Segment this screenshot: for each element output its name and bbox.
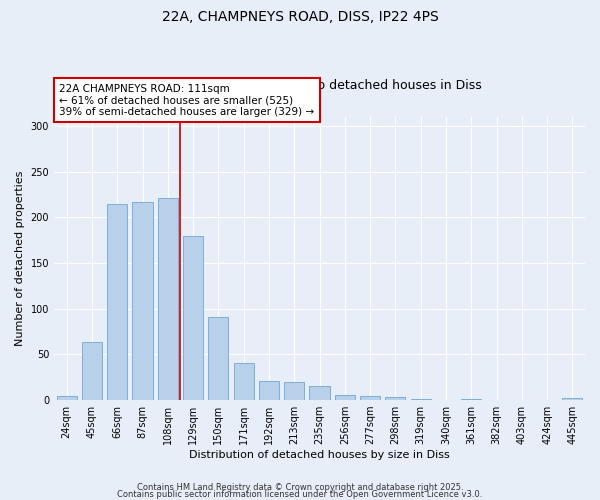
- X-axis label: Distribution of detached houses by size in Diss: Distribution of detached houses by size …: [189, 450, 450, 460]
- Bar: [133, 202, 152, 400]
- Y-axis label: Number of detached properties: Number of detached properties: [15, 170, 25, 346]
- Bar: [385, 398, 406, 400]
- Bar: [107, 204, 127, 400]
- Bar: [360, 396, 380, 400]
- Bar: [259, 381, 279, 400]
- Text: 22A CHAMPNEYS ROAD: 111sqm
← 61% of detached houses are smaller (525)
39% of sem: 22A CHAMPNEYS ROAD: 111sqm ← 61% of deta…: [59, 84, 314, 117]
- Bar: [208, 317, 229, 400]
- Bar: [158, 198, 178, 400]
- Text: Contains HM Land Registry data © Crown copyright and database right 2025.: Contains HM Land Registry data © Crown c…: [137, 484, 463, 492]
- Bar: [562, 398, 583, 400]
- Bar: [82, 342, 102, 400]
- Bar: [233, 362, 254, 400]
- Title: Size of property relative to detached houses in Diss: Size of property relative to detached ho…: [158, 79, 481, 92]
- Bar: [335, 394, 355, 400]
- Bar: [284, 382, 304, 400]
- Text: 22A, CHAMPNEYS ROAD, DISS, IP22 4PS: 22A, CHAMPNEYS ROAD, DISS, IP22 4PS: [161, 10, 439, 24]
- Text: Contains public sector information licensed under the Open Government Licence v3: Contains public sector information licen…: [118, 490, 482, 499]
- Bar: [410, 399, 431, 400]
- Bar: [56, 396, 77, 400]
- Bar: [461, 399, 481, 400]
- Bar: [183, 236, 203, 400]
- Bar: [310, 386, 329, 400]
